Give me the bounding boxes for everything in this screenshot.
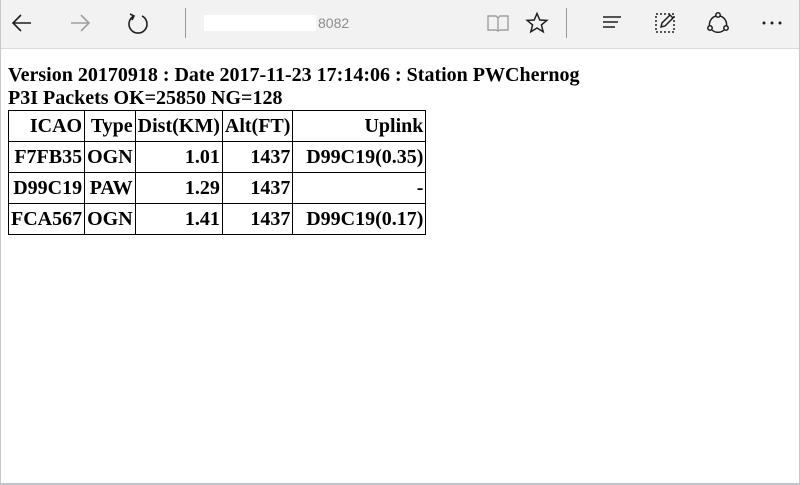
cell-uplink: D99C19(0.17): [292, 203, 427, 235]
cell-type: OGN: [84, 141, 136, 173]
refresh-icon[interactable]: [120, 6, 156, 40]
window-frame-bottom: [0, 483, 800, 485]
version-line: Version 20170918 : Date 2017-11-23 17:14…: [8, 64, 580, 86]
address-redaction: [204, 15, 316, 31]
browser-toolbar: 8082: [0, 0, 800, 49]
reading-view-icon[interactable]: [480, 6, 516, 40]
back-icon[interactable]: [4, 6, 40, 40]
favorite-star-icon[interactable]: [519, 6, 555, 40]
window-frame-left: [0, 0, 1, 485]
cell-alt: 1437: [221, 172, 294, 204]
cell-dist: 1.01: [134, 141, 223, 173]
cell-uplink: D99C19(0.35): [292, 141, 427, 173]
cell-uplink: -: [292, 172, 427, 204]
cell-icao: FCA567: [7, 203, 86, 235]
header-type: Type: [84, 110, 136, 142]
toolbar-separator: [566, 8, 567, 38]
aircraft-table: ICAO Type Dist(KM) Alt(FT) Uplink F7FB35…: [7, 110, 427, 235]
table-header-row: ICAO Type Dist(KM) Alt(FT) Uplink: [7, 110, 427, 142]
cell-dist: 1.41: [134, 203, 223, 235]
table-row: F7FB35 OGN 1.01 1437 D99C19(0.35): [7, 141, 427, 173]
more-icon[interactable]: [754, 6, 790, 40]
cell-dist: 1.29: [134, 172, 223, 204]
cell-icao: D99C19: [7, 172, 86, 204]
cell-type: PAW: [84, 172, 136, 204]
share-icon[interactable]: [700, 6, 736, 40]
page-content: Version 20170918 : Date 2017-11-23 17:14…: [7, 64, 580, 235]
header-uplink: Uplink: [292, 110, 427, 142]
address-bar[interactable]: 8082: [200, 11, 470, 35]
table-row: D99C19 PAW 1.29 1437 -: [7, 172, 427, 204]
header-icao: ICAO: [7, 110, 86, 142]
cell-type: OGN: [84, 203, 136, 235]
header-alt: Alt(FT): [221, 110, 294, 142]
packets-line: P3I Packets OK=25850 NG=128: [8, 87, 283, 109]
table-row: FCA567 OGN 1.41 1437 D99C19(0.17): [7, 203, 427, 235]
cell-alt: 1437: [221, 203, 294, 235]
cell-icao: F7FB35: [7, 141, 86, 173]
header-dist: Dist(KM): [134, 110, 223, 142]
forward-icon[interactable]: [62, 6, 98, 40]
hub-icon[interactable]: [594, 6, 630, 40]
web-note-icon[interactable]: [647, 6, 683, 40]
cell-alt: 1437: [221, 141, 294, 173]
address-text: 8082: [318, 15, 350, 31]
toolbar-separator: [185, 8, 186, 38]
